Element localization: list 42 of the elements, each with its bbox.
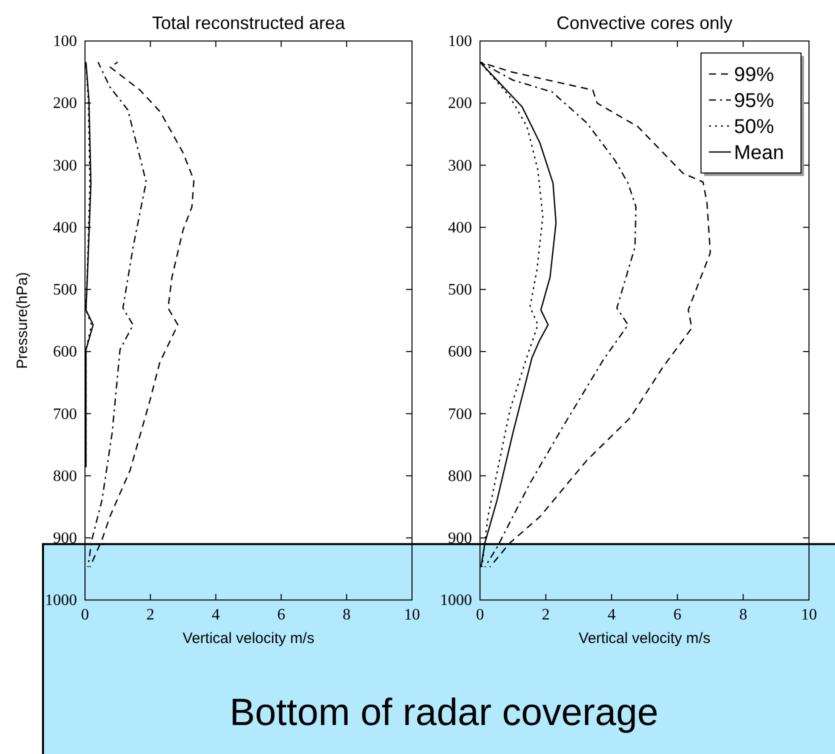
x-tick-label: 6 xyxy=(277,606,286,624)
x-tick-label: 6 xyxy=(673,606,682,624)
y-tick-label: 1000 xyxy=(45,592,77,610)
x-tick-label: 0 xyxy=(81,606,89,624)
y-tick-label: 600 xyxy=(53,344,77,361)
y-tick-label: 800 xyxy=(53,468,77,485)
legend-label: Mean xyxy=(734,142,784,164)
x-tick-label: 2 xyxy=(542,606,550,624)
y-tick-label: 700 xyxy=(448,406,472,423)
y-tick-label: 1000 xyxy=(440,592,472,610)
y-tick-label: 500 xyxy=(448,282,472,299)
x-axis-title: Vertical velocity m/s xyxy=(578,630,710,647)
x-tick-label: 4 xyxy=(212,606,220,624)
band-label: Bottom of radar coverage xyxy=(230,692,658,734)
x-tick-label: 8 xyxy=(739,606,748,624)
y-tick-label: 900 xyxy=(53,530,77,548)
y-tick-label: 200 xyxy=(53,95,77,112)
y-axis-title: Pressure(hPa) xyxy=(14,272,31,369)
y-tick-label: 400 xyxy=(53,219,77,236)
y-tick-label: 800 xyxy=(448,468,472,485)
x-tick-label: 10 xyxy=(404,606,420,624)
x-tick-label: 2 xyxy=(146,606,154,624)
x-tick-label: 10 xyxy=(801,606,817,624)
chart-title: Total reconstructed area xyxy=(152,13,346,33)
y-tick-label: 100 xyxy=(53,33,77,50)
y-tick-label: 300 xyxy=(448,157,472,174)
x-tick-label: 8 xyxy=(342,606,351,624)
x-tick-label: 4 xyxy=(608,606,616,624)
y-tick-label: 500 xyxy=(53,282,77,299)
chart-title: Convective cores only xyxy=(556,13,733,33)
y-tick-label: 300 xyxy=(53,157,77,174)
y-tick-label: 400 xyxy=(448,219,472,236)
y-tick-label: 700 xyxy=(53,406,77,423)
x-tick-label: 0 xyxy=(476,606,484,624)
legend-label: 99% xyxy=(734,64,774,86)
y-tick-label: 600 xyxy=(448,344,472,361)
y-tick-label: 200 xyxy=(448,95,472,112)
y-tick-label: 900 xyxy=(448,530,472,548)
legend-label: 50% xyxy=(734,116,774,138)
x-axis-title: Vertical velocity m/s xyxy=(182,630,314,647)
legend-label: 95% xyxy=(734,90,774,112)
y-tick-label: 100 xyxy=(448,33,472,50)
